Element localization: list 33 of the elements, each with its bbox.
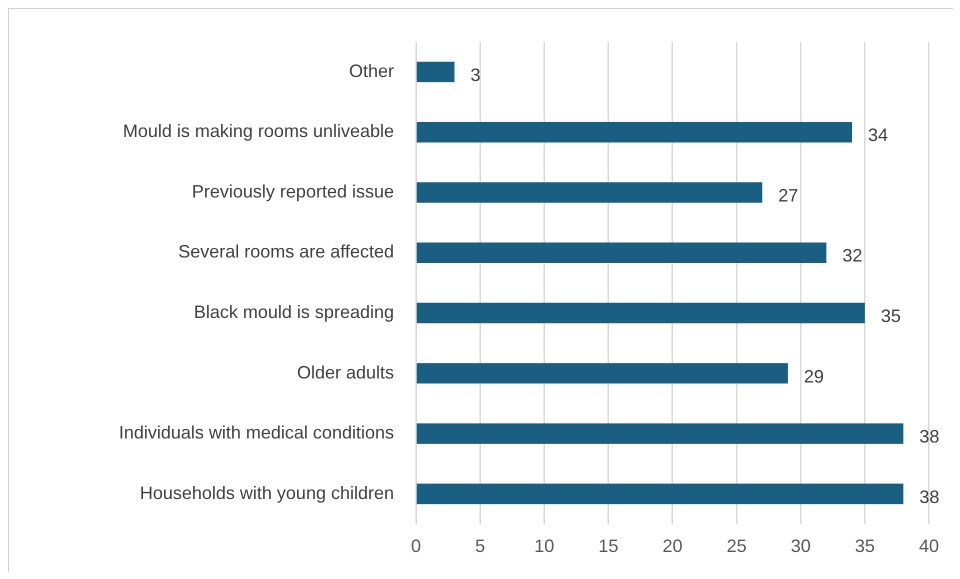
- x-tick-label: 20: [662, 536, 683, 556]
- data-label: 27: [778, 185, 798, 206]
- data-label: 34: [868, 125, 888, 146]
- bar: [416, 122, 852, 142]
- y-tick-label: Several rooms are affected: [178, 242, 394, 262]
- y-tick-label: Older adults: [296, 362, 394, 382]
- x-tick-label: 25: [726, 536, 747, 556]
- bar: [416, 484, 904, 504]
- data-label: 38: [919, 426, 940, 447]
- y-tick-label: Individuals with medical conditions: [118, 422, 394, 443]
- y-tick-label: Households with young children: [140, 482, 394, 503]
- y-tick-label: Mould is making rooms unliveable: [122, 121, 394, 142]
- x-tick-label: 35: [854, 536, 875, 556]
- x-tick-label: 15: [598, 536, 618, 556]
- bar: [416, 62, 454, 82]
- x-tick-label: 40: [918, 536, 940, 556]
- data-label: 35: [880, 306, 901, 326]
- x-tick-label: 30: [790, 536, 811, 556]
- x-tick-label: 5: [475, 536, 486, 556]
- y-tick-label: Other: [348, 60, 394, 81]
- y-tick-label: Black mould is spreading: [194, 302, 394, 322]
- bar: [416, 242, 826, 264]
- data-label: 3: [470, 64, 480, 85]
- data-label: 32: [842, 246, 862, 266]
- data-label: 29: [804, 366, 824, 386]
- bar: [416, 423, 904, 444]
- x-tick-label: 0: [410, 536, 422, 556]
- data-label: 38: [919, 486, 940, 507]
- y-tick-label: Previously reported issue: [192, 181, 394, 202]
- bar: [416, 182, 762, 203]
- x-tick-label: 10: [534, 536, 554, 556]
- bar: [416, 302, 865, 324]
- bar: [416, 363, 788, 384]
